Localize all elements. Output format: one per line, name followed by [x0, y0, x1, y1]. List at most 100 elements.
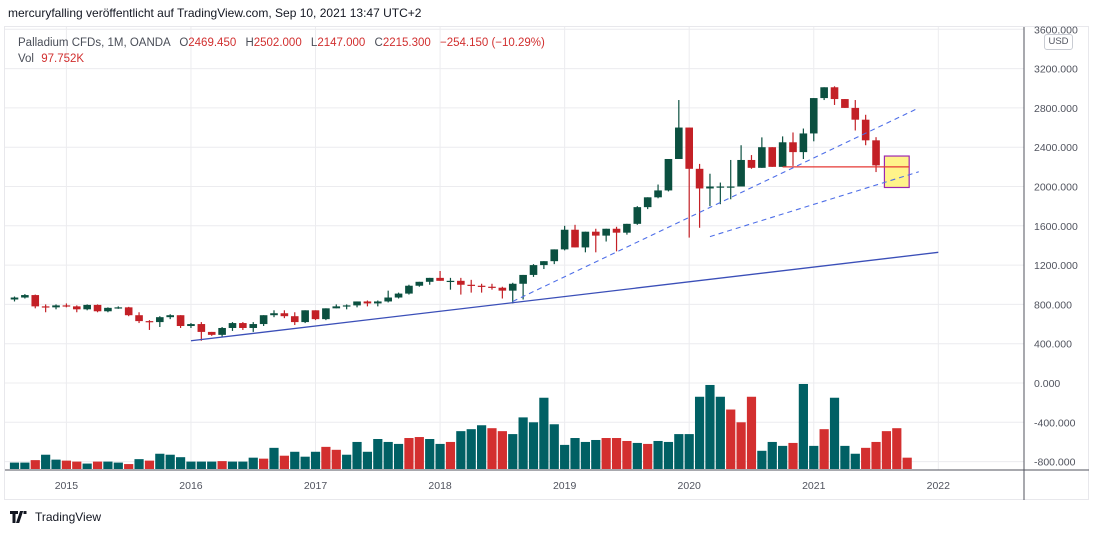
candle-body [425, 277, 434, 282]
volume-bar [705, 384, 715, 469]
candle-body [187, 324, 195, 327]
volume-bar [196, 461, 206, 469]
candle-body [716, 186, 725, 188]
candle-body [726, 186, 735, 188]
volume-bar [715, 396, 725, 469]
legend-symbol[interactable]: Palladium CFDs, 1M, OANDA [18, 37, 171, 49]
candle-body [114, 307, 123, 309]
volume-bar [124, 464, 134, 469]
trendline-dashed[interactable] [709, 171, 919, 238]
candle-body [41, 306, 50, 308]
legend-open-label: O [179, 37, 189, 49]
tradingview-logo-icon [10, 511, 27, 523]
candle-body [768, 147, 777, 167]
volume-bar [290, 451, 300, 469]
candle-body [176, 315, 185, 327]
volume-bar [746, 396, 757, 469]
volume-bar [829, 397, 840, 469]
volume-bar [30, 460, 40, 469]
candle-body [446, 280, 455, 283]
candle-body [591, 231, 600, 236]
volume-bar [798, 383, 808, 469]
volume-bar [342, 454, 352, 469]
trendline-solid[interactable] [190, 251, 939, 342]
candle-body [207, 331, 216, 335]
volume-bar [155, 453, 165, 469]
volume-bar [601, 438, 611, 469]
volume-bar [736, 422, 746, 469]
candle-body [498, 287, 507, 291]
volume-bar [373, 439, 383, 469]
trendline-dashed[interactable] [512, 107, 920, 302]
volume-bar [840, 445, 850, 469]
volume-bar [165, 454, 175, 469]
volume-bar [248, 457, 258, 469]
legend-low-label: L [310, 37, 318, 49]
volume-bar [300, 456, 310, 469]
candle-body [457, 280, 465, 285]
volume-bar [144, 460, 155, 469]
volume-bar [528, 422, 539, 469]
footer-brand-label: TradingView [35, 510, 102, 524]
candle-body [799, 133, 808, 153]
candle-body [436, 277, 444, 281]
candle-body [747, 159, 756, 168]
candle-body [290, 316, 299, 323]
candle-body [249, 324, 258, 328]
candle-body [602, 228, 610, 236]
legend-volume-row: Vol 97.752K [18, 51, 545, 67]
volume-bar [113, 462, 123, 469]
candle-body [166, 315, 174, 318]
volume-bar [466, 429, 476, 469]
footer-brand[interactable]: TradingView [10, 510, 101, 524]
volume-bar [445, 441, 456, 469]
candle-body [239, 323, 247, 328]
volume-bar [892, 428, 902, 469]
candle-body [322, 308, 330, 320]
volume-bar [414, 437, 424, 469]
y-tick-label: -800.000 [1034, 457, 1076, 469]
volume-bar [9, 462, 20, 469]
volume-bar [227, 461, 238, 469]
candle-body [675, 127, 683, 159]
volume-bar [726, 409, 736, 469]
volume-bar [383, 441, 393, 469]
legend-low: 2147.000 [317, 37, 366, 49]
x-tick-label: 2022 [927, 480, 951, 492]
volume-bar [134, 459, 144, 469]
volume-bar [549, 424, 559, 469]
volume-bar [321, 446, 331, 469]
volume-bar [487, 428, 497, 469]
volume-bar [425, 439, 435, 469]
candle-body [643, 197, 652, 208]
volume-bar [622, 440, 632, 469]
x-tick-label: 2019 [553, 480, 577, 492]
candle-body [778, 142, 787, 167]
x-tick-label: 2021 [802, 480, 826, 492]
candle-body [197, 324, 206, 332]
candle-body [83, 304, 91, 310]
legend-ohlc-row: Palladium CFDs, 1M, OANDA O2469.450 H250… [18, 35, 545, 51]
volume-bar [881, 431, 892, 469]
candle-body [664, 158, 673, 191]
candle-body [623, 223, 631, 233]
currency-badge[interactable]: USD [1044, 34, 1073, 50]
highlight-box[interactable] [883, 155, 910, 189]
legend-vol-label[interactable]: Vol [18, 53, 34, 65]
volume-bar [362, 451, 373, 469]
y-tick-label: 0.000 [1034, 378, 1060, 390]
candle-body [519, 274, 527, 284]
volume-bar [269, 447, 279, 469]
candle-body [228, 323, 237, 328]
candle-body [124, 307, 133, 316]
y-tick-label: 2000.000 [1034, 182, 1078, 194]
volume-bar [456, 431, 466, 469]
candle-body [62, 305, 71, 307]
candle-body [508, 283, 517, 291]
x-tick-label: 2015 [55, 480, 79, 492]
candle-body [145, 321, 154, 323]
volume-bar [82, 463, 92, 469]
candle-body [841, 99, 849, 108]
candle-body [612, 228, 621, 233]
